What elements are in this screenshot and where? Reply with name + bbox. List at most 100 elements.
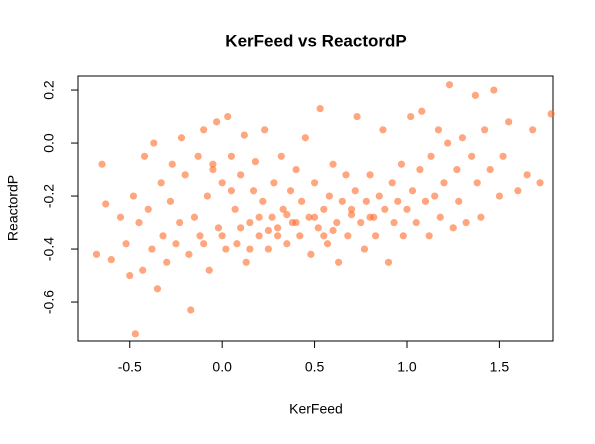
- point: [255, 213, 263, 221]
- point: [209, 165, 217, 174]
- point: [440, 179, 448, 187]
- point: [325, 192, 333, 200]
- point: [237, 171, 245, 179]
- point: [486, 165, 494, 174]
- point: [279, 205, 287, 213]
- point: [347, 205, 356, 213]
- point: [283, 210, 291, 219]
- point: [390, 218, 398, 227]
- point: [194, 152, 202, 160]
- point: [360, 245, 369, 253]
- point: [329, 226, 337, 235]
- point: [268, 213, 276, 221]
- point: [224, 112, 232, 121]
- point: [209, 160, 217, 168]
- chart-title: KerFeed vs ReactordP: [225, 31, 406, 50]
- point: [233, 240, 241, 248]
- point: [505, 118, 513, 126]
- point: [222, 245, 230, 253]
- point: [307, 250, 315, 258]
- point: [129, 192, 138, 200]
- point: [92, 250, 101, 258]
- point: [333, 218, 341, 227]
- point: [150, 139, 158, 147]
- y-tick-label: -0.6: [41, 290, 57, 314]
- point: [462, 218, 470, 227]
- point: [458, 134, 467, 142]
- point: [477, 213, 485, 221]
- point: [144, 205, 152, 213]
- point: [408, 187, 417, 195]
- point: [418, 107, 426, 115]
- x-tick-label: -0.5: [118, 359, 142, 375]
- y-tick-label: 0.0: [41, 133, 57, 153]
- point: [366, 171, 374, 179]
- point: [310, 179, 319, 187]
- point: [292, 165, 300, 174]
- point: [190, 213, 199, 221]
- point: [449, 224, 457, 232]
- point: [187, 306, 195, 314]
- point: [407, 112, 415, 121]
- point: [166, 197, 175, 205]
- point: [176, 218, 184, 227]
- point: [351, 187, 359, 195]
- point: [388, 179, 396, 187]
- plot-box: [77, 75, 554, 342]
- point: [172, 240, 180, 248]
- point: [168, 160, 176, 168]
- point: [481, 126, 489, 134]
- point: [231, 205, 239, 213]
- point: [277, 152, 285, 160]
- point: [255, 232, 263, 240]
- point: [135, 218, 143, 227]
- point: [292, 218, 300, 227]
- point: [347, 210, 356, 219]
- point: [335, 258, 343, 266]
- point: [381, 205, 389, 213]
- point: [126, 271, 134, 280]
- point: [122, 240, 130, 248]
- point: [205, 266, 213, 274]
- point: [384, 258, 393, 266]
- point: [251, 157, 260, 166]
- point: [471, 91, 479, 99]
- point: [536, 179, 544, 187]
- point: [427, 152, 435, 160]
- point: [159, 232, 167, 240]
- point: [270, 179, 278, 187]
- point: [399, 232, 407, 240]
- y-axis-label: ReactordP: [5, 175, 21, 241]
- point: [342, 171, 350, 179]
- point: [177, 134, 186, 142]
- point: [468, 152, 476, 160]
- point: [249, 187, 258, 195]
- point: [246, 245, 254, 253]
- point: [259, 197, 267, 205]
- point: [102, 200, 110, 208]
- point: [416, 165, 424, 174]
- point: [436, 213, 444, 221]
- point: [453, 165, 461, 174]
- x-axis-label: KerFeed: [289, 401, 343, 417]
- point: [301, 134, 309, 142]
- point: [314, 224, 322, 232]
- point: [529, 126, 537, 134]
- point: [200, 240, 208, 248]
- point: [131, 330, 139, 338]
- point: [264, 245, 272, 253]
- point: [237, 224, 245, 232]
- point: [163, 258, 171, 266]
- point: [320, 205, 328, 213]
- point: [371, 232, 380, 240]
- point: [523, 171, 531, 179]
- point: [444, 139, 452, 147]
- point: [139, 266, 147, 274]
- point: [274, 232, 282, 240]
- point: [214, 224, 223, 232]
- point: [157, 179, 165, 187]
- point: [283, 240, 291, 248]
- point: [305, 213, 313, 221]
- x-tick-label: 0.5: [305, 359, 325, 375]
- point: [455, 197, 463, 205]
